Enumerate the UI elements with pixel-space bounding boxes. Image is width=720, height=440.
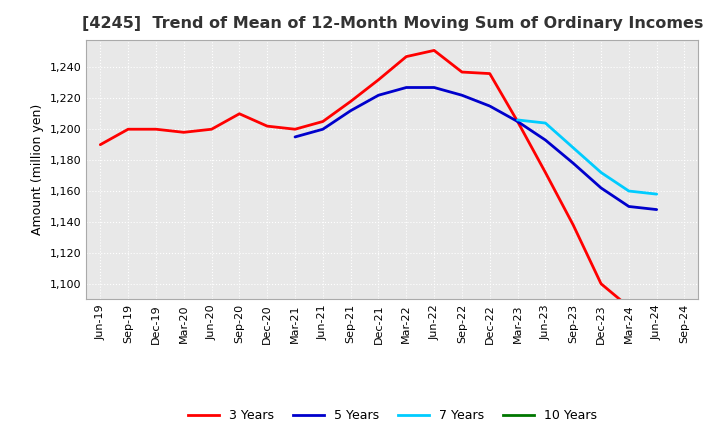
3 Years: [485, 71, 494, 76]
7 Years: [541, 121, 550, 126]
3 Years: [597, 281, 606, 286]
3 Years: [96, 142, 104, 147]
5 Years: [597, 185, 606, 191]
3 Years: [152, 127, 161, 132]
Y-axis label: Amount (million yen): Amount (million yen): [31, 104, 44, 235]
7 Years: [652, 191, 661, 197]
3 Years: [430, 48, 438, 53]
3 Years: [541, 170, 550, 175]
3 Years: [346, 99, 355, 104]
Line: 3 Years: 3 Years: [100, 51, 629, 307]
3 Years: [263, 124, 271, 129]
5 Years: [402, 85, 410, 90]
7 Years: [513, 117, 522, 123]
7 Years: [624, 188, 633, 194]
3 Years: [124, 127, 132, 132]
5 Years: [430, 85, 438, 90]
7 Years: [569, 145, 577, 150]
5 Years: [458, 92, 467, 98]
Title: [4245]  Trend of Mean of 12-Month Moving Sum of Ordinary Incomes: [4245] Trend of Mean of 12-Month Moving …: [81, 16, 703, 32]
5 Years: [485, 103, 494, 109]
5 Years: [569, 161, 577, 166]
3 Years: [291, 127, 300, 132]
3 Years: [458, 70, 467, 75]
3 Years: [624, 304, 633, 310]
Legend: 3 Years, 5 Years, 7 Years, 10 Years: 3 Years, 5 Years, 7 Years, 10 Years: [183, 404, 602, 427]
Line: 7 Years: 7 Years: [518, 120, 657, 194]
5 Years: [541, 137, 550, 143]
5 Years: [652, 207, 661, 212]
5 Years: [291, 134, 300, 139]
3 Years: [513, 119, 522, 124]
5 Years: [624, 204, 633, 209]
5 Years: [346, 108, 355, 114]
5 Years: [513, 119, 522, 124]
3 Years: [569, 222, 577, 227]
5 Years: [374, 92, 383, 98]
7 Years: [597, 170, 606, 175]
3 Years: [207, 127, 216, 132]
3 Years: [235, 111, 243, 117]
3 Years: [402, 54, 410, 59]
3 Years: [374, 77, 383, 82]
3 Years: [318, 119, 327, 124]
Line: 5 Years: 5 Years: [295, 88, 657, 209]
5 Years: [318, 127, 327, 132]
3 Years: [179, 130, 188, 135]
